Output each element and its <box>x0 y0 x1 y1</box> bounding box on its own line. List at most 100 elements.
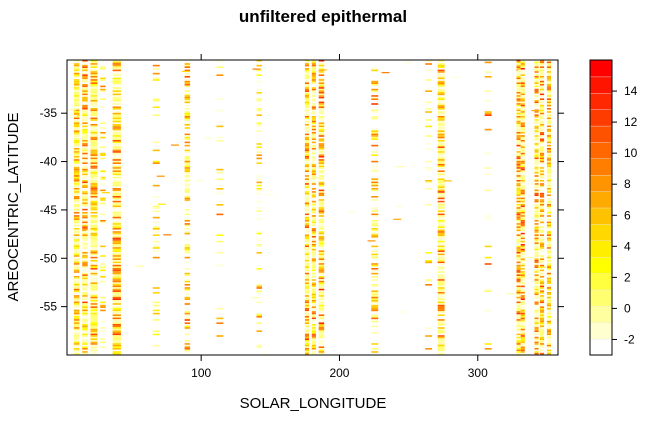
heatmap-cell <box>534 100 539 102</box>
heatmap-cell <box>520 95 525 97</box>
heatmap-cell <box>304 229 309 232</box>
heatmap-cell <box>304 250 309 252</box>
heatmap-cell <box>184 322 191 324</box>
heatmap-cell <box>546 228 551 230</box>
heatmap-cell <box>82 192 88 195</box>
heatmap-cell <box>437 197 445 200</box>
heatmap-cell <box>85 230 94 232</box>
heatmap-cell <box>318 218 325 220</box>
heatmap-cell <box>216 234 224 236</box>
heatmap-cell <box>184 213 191 216</box>
heatmap-cell <box>73 284 80 286</box>
heatmap-cell <box>484 245 492 248</box>
heatmap-cell <box>304 224 309 227</box>
heatmap-cell <box>437 343 446 345</box>
heatmap-cell <box>112 215 121 217</box>
heatmap-cell <box>516 293 521 296</box>
heatmap-cell <box>425 348 433 350</box>
heatmap-cell <box>540 226 545 228</box>
heatmap-cell <box>540 280 545 283</box>
heatmap-cell <box>112 298 121 300</box>
heatmap-cell <box>311 200 316 203</box>
heatmap-cell <box>256 109 262 112</box>
heatmap-cell <box>371 181 379 184</box>
heatmap-cell <box>304 324 309 326</box>
heatmap-cell <box>534 295 539 297</box>
heatmap-cell <box>520 178 525 180</box>
heatmap-cell <box>304 311 309 313</box>
heatmap-cell <box>82 95 88 97</box>
heatmap-cell <box>540 112 545 115</box>
heatmap-cell <box>534 229 539 232</box>
heatmap-cell <box>437 63 445 65</box>
heatmap-cell <box>184 351 191 353</box>
heatmap-cell <box>546 88 551 91</box>
heatmap-cell <box>304 200 309 203</box>
heatmap-cell <box>112 338 121 340</box>
heatmap-cell <box>437 268 445 270</box>
heatmap-cell <box>437 266 445 268</box>
heatmap-cell <box>546 100 551 102</box>
heatmap-cell <box>311 93 316 96</box>
heatmap-cell <box>437 236 445 238</box>
heatmap-cell <box>540 173 545 176</box>
heatmap-cell <box>256 157 262 160</box>
heatmap-cell <box>90 240 98 243</box>
heatmap-cell <box>256 143 262 145</box>
heatmap-cell <box>520 327 525 329</box>
heatmap-cell <box>546 327 551 329</box>
heatmap-cell <box>520 255 525 257</box>
heatmap-cell <box>318 176 325 179</box>
heatmap-cell <box>184 162 191 164</box>
heatmap-cell <box>100 330 106 332</box>
heatmap-cell <box>534 120 539 123</box>
heatmap-cell <box>516 87 521 89</box>
heatmap-cell <box>540 328 545 331</box>
heatmap-cell <box>318 127 325 129</box>
heatmap-cell <box>311 288 316 291</box>
heatmap-cell <box>73 84 80 86</box>
heatmap-cell <box>82 317 88 320</box>
heatmap-cell <box>304 192 309 195</box>
heatmap-cell <box>437 130 445 132</box>
heatmap-cell <box>73 208 80 211</box>
heatmap-cell <box>184 64 191 67</box>
heatmap-cell <box>318 277 325 280</box>
heatmap-cell <box>90 298 98 300</box>
heatmap-cell <box>311 144 316 147</box>
heatmap-cell <box>90 231 98 233</box>
heatmap-cell <box>256 98 262 100</box>
heatmap-cell <box>520 93 525 96</box>
heatmap-cell <box>347 210 356 212</box>
heatmap-cell <box>304 69 309 72</box>
heatmap-cell <box>311 196 316 198</box>
heatmap-cell <box>100 88 106 91</box>
heatmap-cell <box>90 77 98 80</box>
heatmap-cell <box>520 268 525 270</box>
heatmap-cell <box>516 314 521 316</box>
heatmap-cell <box>73 279 80 281</box>
heatmap-cell <box>516 60 521 62</box>
heatmap-cell <box>546 151 551 153</box>
heatmap-cell <box>516 284 521 286</box>
heatmap-cell <box>82 229 88 232</box>
heatmap-cell <box>100 220 106 222</box>
heatmap-cell <box>534 271 539 273</box>
heatmap-cell <box>534 244 539 246</box>
heatmap-cell <box>520 308 525 310</box>
heatmap-cell <box>516 220 521 222</box>
heatmap-cell <box>304 210 309 212</box>
heatmap-cell <box>534 141 539 144</box>
heatmap-cell <box>371 151 379 153</box>
heatmap-cell <box>112 87 121 89</box>
heatmap-cell <box>90 252 98 254</box>
heatmap-cell <box>437 311 445 313</box>
heatmap-cell <box>112 236 121 238</box>
heatmap-cell <box>534 98 539 100</box>
heatmap-cell <box>540 245 545 248</box>
heatmap-cell <box>534 224 539 227</box>
heatmap-cell <box>437 288 445 291</box>
colorbar-tick-label: 0 <box>624 301 631 315</box>
heatmap-cell <box>73 159 80 161</box>
heatmap-cell <box>318 183 325 185</box>
